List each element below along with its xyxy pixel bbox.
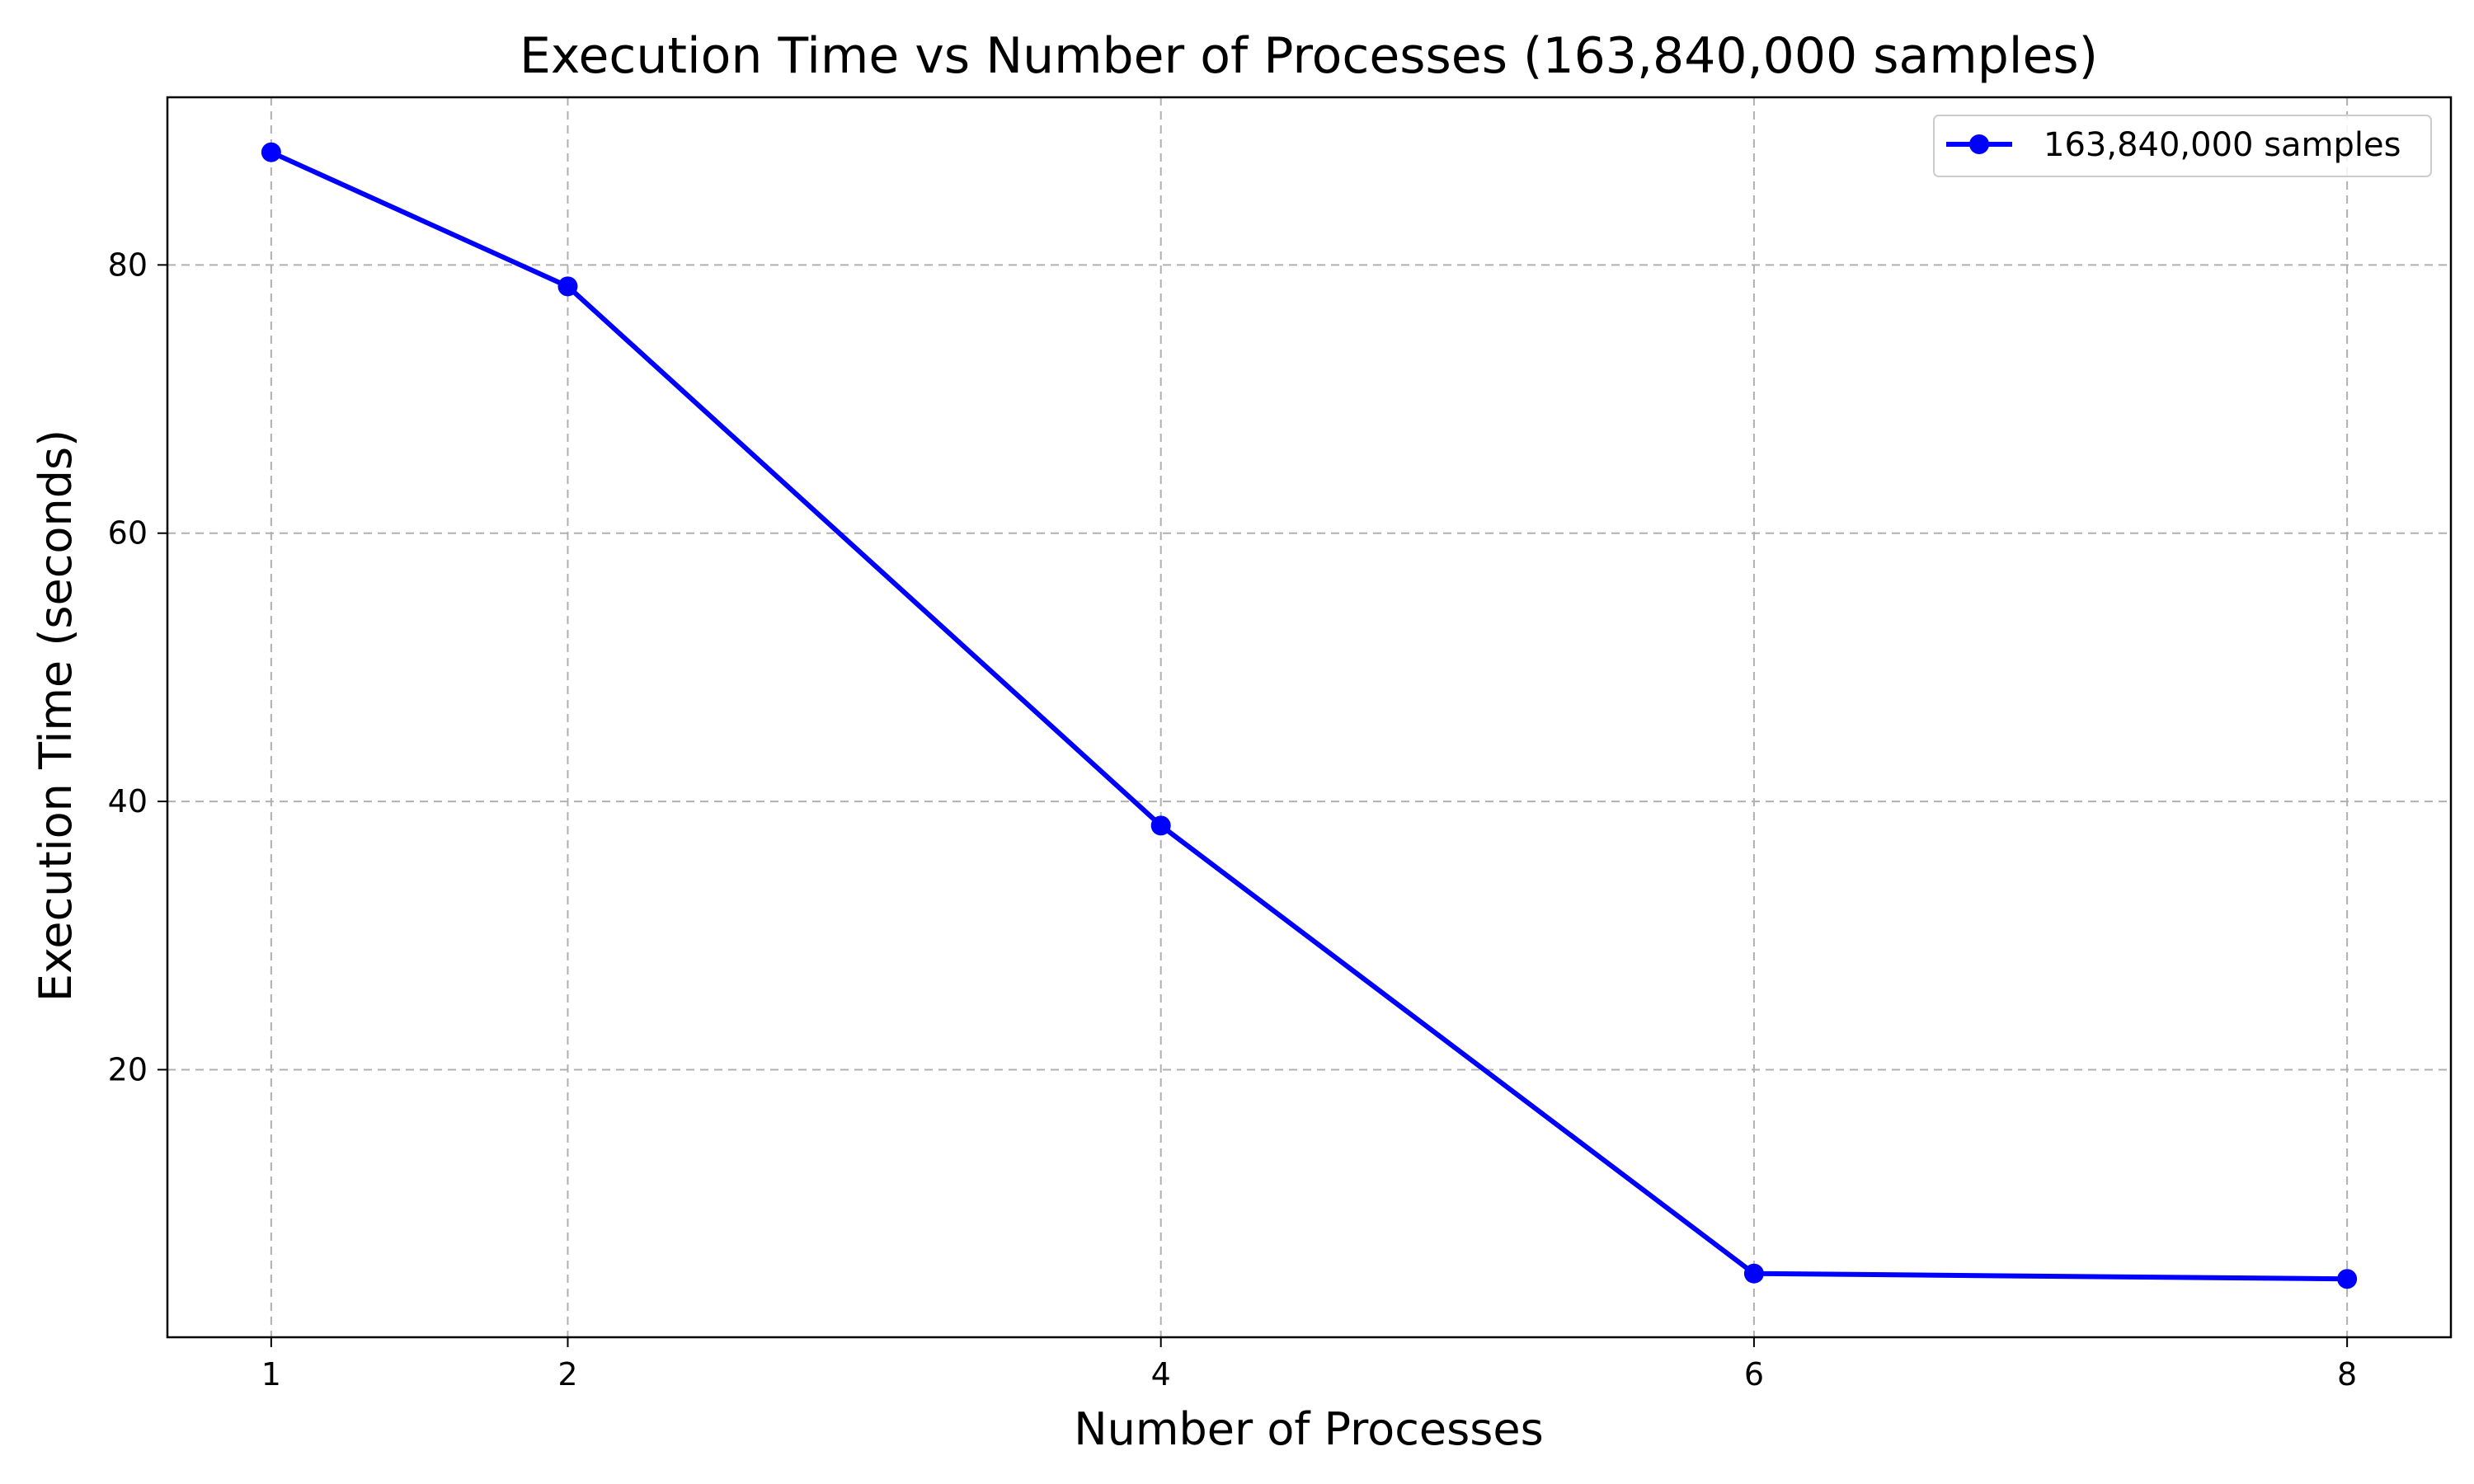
x-tick-label: 4 xyxy=(1151,1356,1171,1392)
y-tick-label: 20 xyxy=(108,1051,148,1087)
data-point-marker xyxy=(1743,1263,1764,1284)
legend-box xyxy=(1933,115,2432,177)
data-point-marker xyxy=(2337,1269,2358,1289)
data-point-marker xyxy=(261,142,281,162)
x-tick-label: 1 xyxy=(261,1356,281,1392)
y-tick-label: 40 xyxy=(108,783,148,819)
y-axis-label: Execution Time (seconds) xyxy=(30,430,82,1002)
y-tick-label: 60 xyxy=(108,515,148,552)
x-tick-label: 6 xyxy=(1744,1356,1764,1392)
legend: 163,840,000 samples xyxy=(1933,115,2432,177)
x-axis-label: Number of Processes xyxy=(1074,1403,1544,1455)
data-point-marker xyxy=(557,276,578,297)
legend-entry-label: 163,840,000 samples xyxy=(2044,126,2401,164)
x-tick-label: 2 xyxy=(557,1356,577,1392)
data-point-marker xyxy=(1150,815,1171,836)
y-tick-label: 80 xyxy=(108,247,148,283)
series-layer xyxy=(261,142,2358,1289)
chart-title: Execution Time vs Number of Processes (1… xyxy=(520,27,2098,85)
legend-marker-icon xyxy=(1969,134,1989,154)
x-tick-label: 8 xyxy=(2337,1356,2357,1392)
plot-frame xyxy=(166,96,2453,1339)
ticks-layer: 1 2 4 6 8 20 40 60 80 xyxy=(108,247,2358,1392)
grid-layer xyxy=(167,97,2451,1337)
